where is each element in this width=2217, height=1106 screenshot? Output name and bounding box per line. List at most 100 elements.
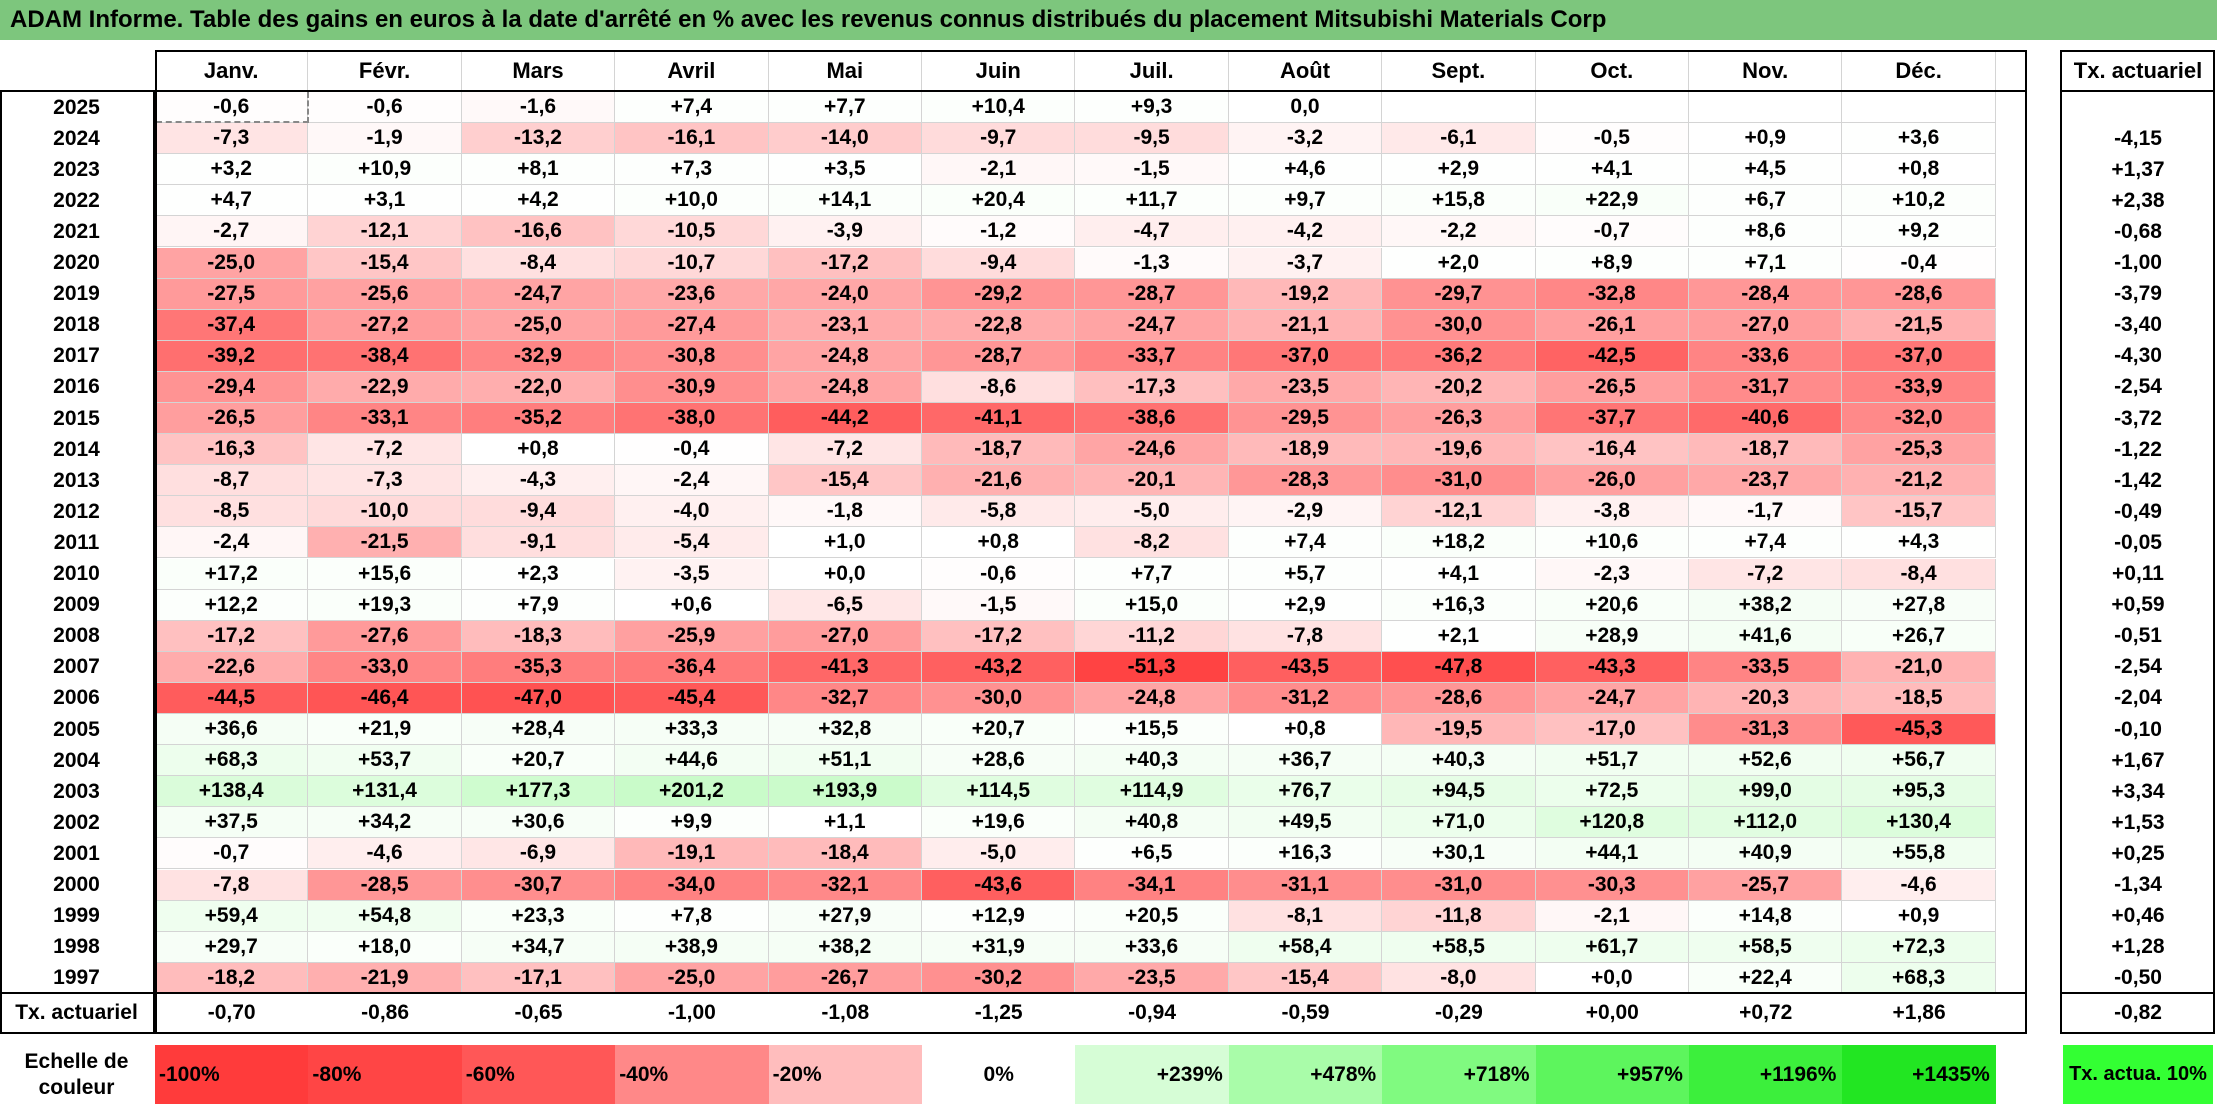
- table-cell: -24,7: [461, 278, 616, 310]
- table-cell: -18,7: [922, 434, 1076, 466]
- table-cell: [1535, 92, 1689, 124]
- table-cell: +0,9: [1842, 900, 1996, 932]
- table-cell: -21,0: [1842, 651, 1996, 683]
- table-cell: +99,0: [1689, 776, 1843, 808]
- table-cell: +61,7: [1535, 931, 1689, 963]
- table-cell: -6,9: [461, 838, 616, 870]
- table-cell: -7,3: [308, 465, 462, 497]
- footer-rate-value: -0,59: [1281, 1001, 1330, 1024]
- table-cell: +19,6: [922, 807, 1076, 839]
- report-title: ADAM Informe. Table des gains en euros à…: [0, 0, 2217, 40]
- table-cell: +17,2: [155, 558, 309, 590]
- month-header-5: Mai: [769, 52, 922, 90]
- table-cell: +15,6: [308, 558, 462, 590]
- table-cell: -30,8: [615, 340, 769, 372]
- table-cell: +6,7: [1689, 185, 1843, 217]
- table-cell: -4,3: [461, 465, 616, 497]
- annual-rate-value: -3,79: [2114, 282, 2162, 306]
- year-label: 2018: [53, 313, 100, 337]
- month-header-1: Janv.: [155, 52, 309, 90]
- table-cell: +28,6: [922, 745, 1076, 777]
- table-cell: +54,8: [308, 900, 462, 932]
- table-cell: +4,7: [155, 185, 309, 217]
- table-cell: -28,4: [1689, 278, 1843, 310]
- footer-rate-value: -0,29: [1434, 1001, 1483, 1024]
- table-cell: +49,5: [1228, 807, 1383, 839]
- table-cell: -32,0: [1842, 403, 1996, 435]
- table-cell: -22,9: [308, 371, 462, 403]
- footer-rate-value: -0,86: [361, 1001, 410, 1024]
- table-cell: -2,3: [1535, 558, 1689, 590]
- year-label: 2009: [53, 593, 100, 617]
- table-cell: -8,2: [1075, 527, 1229, 559]
- table-cell: -9,4: [922, 247, 1076, 279]
- table-cell: -8,7: [155, 465, 309, 497]
- legend-swatch: -20%: [768, 1045, 922, 1104]
- table-cell: +5,7: [1228, 558, 1383, 590]
- table-cell: -44,5: [155, 682, 309, 714]
- table-cell: +32,8: [768, 714, 922, 746]
- table-cell: -24,7: [1535, 682, 1689, 714]
- table-cell: +7,1: [1689, 247, 1843, 279]
- annual-rate-value: -4,30: [2114, 344, 2162, 368]
- table-cell: +15,0: [1075, 589, 1229, 621]
- footer-rate-value: -1,08: [821, 1001, 870, 1024]
- table-cell: +14,8: [1689, 900, 1843, 932]
- annual-rate-value: -4,15: [2114, 126, 2162, 150]
- year-label: 2015: [53, 406, 100, 430]
- table-cell: -23,1: [768, 309, 922, 341]
- table-cell: +3,1: [308, 185, 462, 217]
- table-cell: -44,2: [768, 403, 922, 435]
- side-footer-rule: [2060, 992, 2215, 994]
- table-cell: -19,6: [1382, 434, 1536, 466]
- table-cell: -8,0: [1382, 962, 1536, 994]
- table-cell: +18,0: [308, 931, 462, 963]
- table-cell: +40,3: [1075, 745, 1229, 777]
- table-cell: -5,8: [922, 496, 1076, 528]
- table-cell: -33,0: [308, 651, 462, 683]
- table-cell: -5,4: [615, 527, 769, 559]
- table-cell: +38,2: [768, 931, 922, 963]
- year-label: 2025: [53, 95, 100, 119]
- table-cell: +7,4: [1228, 527, 1383, 559]
- table-cell: +51,1: [768, 745, 922, 777]
- table-cell: +2,9: [1382, 154, 1536, 186]
- table-cell: -33,5: [1689, 651, 1843, 683]
- annual-rate-value: -2,04: [2114, 686, 2162, 710]
- table-cell: -32,9: [461, 340, 616, 372]
- table-cell: +72,5: [1535, 776, 1689, 808]
- table-cell: -30,3: [1535, 869, 1689, 901]
- table-cell: +9,3: [1075, 92, 1229, 124]
- table-cell: -31,3: [1689, 714, 1843, 746]
- table-cell: -19,1: [615, 838, 769, 870]
- table-cell: -21,2: [1842, 465, 1996, 497]
- table-cell: +7,7: [768, 92, 922, 124]
- table-cell: -24,7: [1075, 309, 1229, 341]
- table-cell: +26,7: [1842, 620, 1996, 652]
- table-cell: -8,6: [922, 371, 1076, 403]
- table-cell: -0,4: [615, 434, 769, 466]
- month-header-12: Déc.: [1842, 52, 1996, 90]
- table-cell: -17,1: [461, 962, 616, 994]
- table-cell: +37,5: [155, 807, 309, 839]
- table-cell: +38,9: [615, 931, 769, 963]
- table-cell: -17,0: [1535, 714, 1689, 746]
- annual-rate-value: +0,59: [2111, 593, 2165, 617]
- table-cell: +20,4: [922, 185, 1076, 217]
- table-cell: -28,6: [1382, 682, 1536, 714]
- month-header-2: Févr.: [308, 52, 462, 90]
- table-cell: +71,0: [1382, 807, 1536, 839]
- table-cell: -25,0: [461, 309, 616, 341]
- table-cell: -10,5: [615, 216, 769, 248]
- table-cell: -32,7: [768, 682, 922, 714]
- table-cell: +59,4: [155, 900, 309, 932]
- table-cell: +34,2: [308, 807, 462, 839]
- table-cell: -10,7: [615, 247, 769, 279]
- table-cell: +12,9: [922, 900, 1076, 932]
- year-label: 2010: [53, 562, 100, 586]
- table-cell: -17,2: [768, 247, 922, 279]
- table-cell: -16,1: [615, 123, 769, 155]
- year-label: 2004: [53, 748, 100, 772]
- table-cell: -3,5: [615, 558, 769, 590]
- table-cell: -21,9: [308, 962, 462, 994]
